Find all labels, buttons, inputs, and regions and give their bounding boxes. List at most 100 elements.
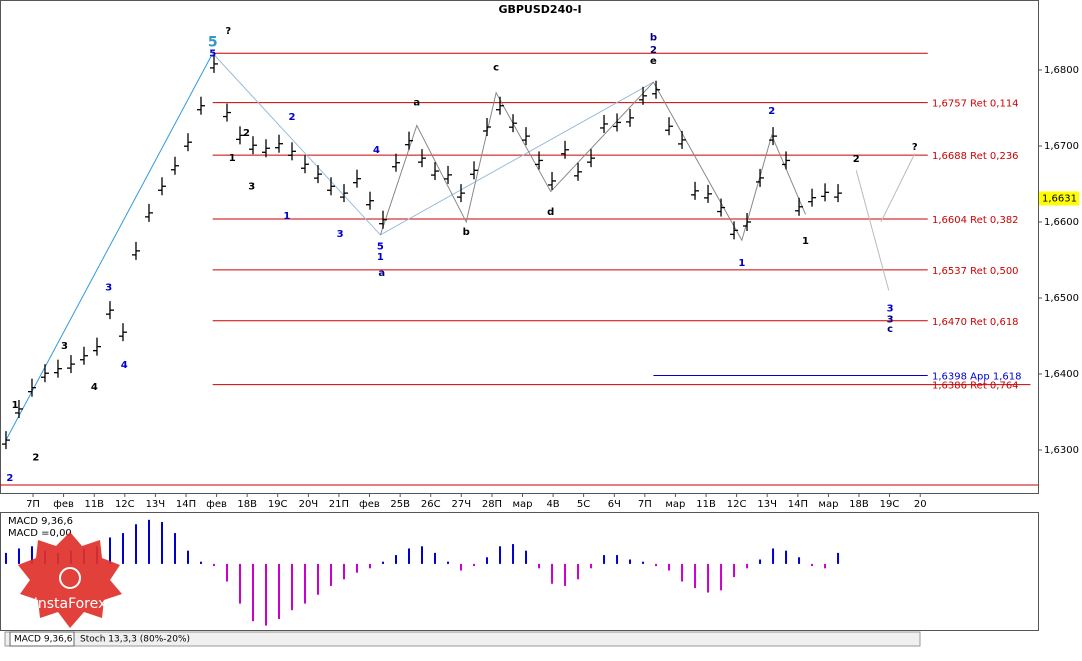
macd-panel <box>0 512 1039 631</box>
price-bar <box>235 126 244 145</box>
price-bar <box>405 131 414 150</box>
x-tick-label: 14П <box>788 499 808 510</box>
price-bar <box>379 210 388 229</box>
price-bar <box>183 133 192 152</box>
level-label: 1,6398 App 1,618 <box>932 372 1022 383</box>
wave-label: a <box>378 268 385 279</box>
price-bar <box>730 221 739 240</box>
x-tick-label: 14П <box>176 499 196 510</box>
tab-label[interactable]: Stoch 13,3,3 (80%-20%) <box>80 635 190 645</box>
price-bar <box>457 184 466 203</box>
wave-label: 2 <box>650 45 657 56</box>
price-bar <box>392 153 401 172</box>
wave-label: 1 <box>283 211 290 222</box>
x-tick-label: 18В <box>237 499 257 510</box>
wave-label: 1 <box>12 400 19 411</box>
watermark: InstaForex <box>18 532 122 628</box>
y-tick-label: 1,6800 <box>1044 65 1079 76</box>
price-bar <box>600 114 609 133</box>
wave-label: 3 <box>887 304 894 315</box>
badge <box>18 532 122 628</box>
macd-readout: MACD =0,00 <box>8 528 72 539</box>
x-tick-label: 4В <box>546 499 559 510</box>
y-tick-label: 1,6300 <box>1044 445 1079 456</box>
price-bar <box>209 54 218 73</box>
x-tick-label: 11В <box>696 499 716 510</box>
price-bar <box>496 96 505 115</box>
x-tick-label: 12С <box>115 499 135 510</box>
tab[interactable] <box>9 631 75 647</box>
price-bar <box>66 355 75 374</box>
x-tick-label: 7П <box>26 499 40 510</box>
x-tick-label: 21П <box>329 499 349 510</box>
wave-label: 4 <box>91 382 98 393</box>
price-bar <box>444 165 453 184</box>
level-label: 1,6688 Ret 0,236 <box>932 151 1019 162</box>
wave-label: 4 <box>373 145 380 156</box>
price-bar <box>314 165 323 184</box>
level-label: 1,6604 Ret 0,382 <box>932 215 1019 226</box>
price-bar <box>79 346 88 365</box>
x-tick-label: 27Ч <box>451 499 471 510</box>
price-bar <box>587 149 596 168</box>
price-bar <box>92 337 101 356</box>
price-bar <box>196 96 205 115</box>
level-label: 1,6537 Ret 0,500 <box>932 266 1019 277</box>
price-bar <box>131 241 140 260</box>
x-tick-label: 6Ч <box>608 499 621 510</box>
price-bar <box>756 168 765 187</box>
level-label: 1,6470 Ret 0,618 <box>932 317 1019 328</box>
wave-label: 3 <box>248 181 255 192</box>
wave-label: 1 <box>738 258 745 269</box>
price-bar <box>470 161 479 180</box>
price-bar <box>522 127 531 146</box>
wave-label: 3 <box>105 282 112 293</box>
price-bar <box>626 108 635 127</box>
wave-label: 1 <box>802 236 809 247</box>
wave-line <box>855 170 890 291</box>
wave-label: 1 <box>377 252 384 263</box>
price-bar <box>717 198 726 217</box>
x-tick-label: 19С <box>880 499 900 510</box>
price-bar <box>678 130 687 149</box>
price-bar <box>561 140 570 159</box>
tab-label[interactable]: MACD 9,36,6 <box>14 635 73 645</box>
price-bar <box>808 188 817 207</box>
price-bar <box>652 80 661 99</box>
price-bar <box>431 162 440 181</box>
x-tick-label: 5С <box>577 499 590 510</box>
x-tick-label: 11В <box>84 499 104 510</box>
wave-label: c <box>493 63 499 74</box>
price-bar <box>301 155 310 174</box>
price-bar <box>366 191 375 210</box>
price-bar <box>144 203 153 222</box>
wave-label: d <box>547 207 554 218</box>
level-label: 1,6757 Ret 0,114 <box>932 99 1019 110</box>
price-bar <box>40 364 49 383</box>
x-tick-label: 19С <box>268 499 288 510</box>
price-bar <box>248 136 257 155</box>
price-bar <box>704 184 713 203</box>
x-tick-label: 13Ч <box>146 499 166 510</box>
price-bar <box>691 181 700 200</box>
price-bar <box>353 169 362 188</box>
x-tick-label: 28П <box>482 499 502 510</box>
price-bar <box>340 184 349 203</box>
current-price-box <box>1039 191 1079 206</box>
watermark-text: InstaForex <box>34 596 107 612</box>
x-tick-label: 13Ч <box>757 499 777 510</box>
price-bar <box>275 134 284 153</box>
price-bar <box>157 177 166 196</box>
level-label: 1,6386 Ret 0,764 <box>932 381 1019 392</box>
wave-label: a <box>413 98 420 109</box>
price-bar <box>834 184 843 203</box>
wave-label: 2 <box>32 453 39 464</box>
price-bar <box>53 359 62 378</box>
price-bar <box>170 156 179 175</box>
x-tick-label: мар <box>818 499 838 510</box>
y-tick-label: 1,6600 <box>1044 217 1079 228</box>
x-tick-label: 12С <box>727 499 747 510</box>
price-bar <box>14 399 23 418</box>
y-tick-label: 1,6700 <box>1044 141 1079 152</box>
